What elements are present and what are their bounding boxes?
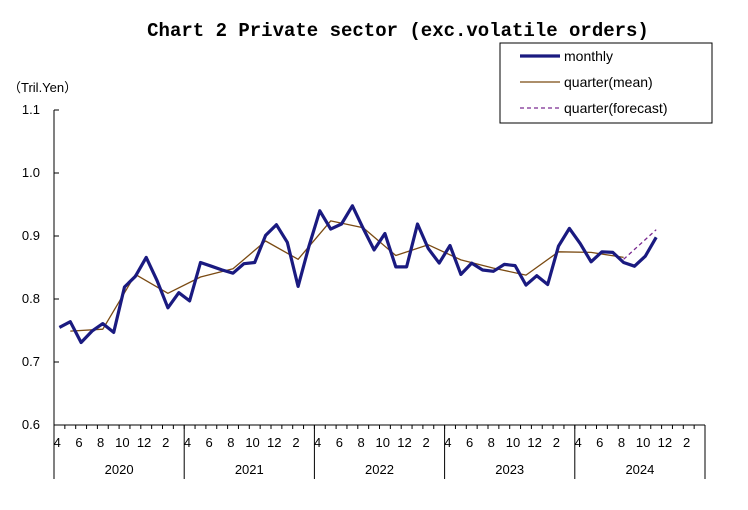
y-tick-label: 0.8 <box>22 291 40 306</box>
x-month-label: 10 <box>506 435 520 450</box>
x-month-label: 8 <box>357 435 364 450</box>
x-month-label: 12 <box>267 435 281 450</box>
x-axis-ticks: 4 6 8 10 12 2 4 6 8 10 12 2 4 6 8 10 12 2 4 6 8 10 12 2 4 6 8 10 12 2… <box>53 425 706 479</box>
legend-label-monthly: monthly <box>564 48 613 64</box>
x-month-label: 12 <box>137 435 151 450</box>
legend-label-quarter-mean: quarter(mean) <box>564 74 653 90</box>
legend: monthly quarter(mean) quarter(forecast) <box>499 42 713 124</box>
x-month-label: 4 <box>574 435 581 450</box>
x-month-label: 2 <box>553 435 560 450</box>
y-tick-label: 0.7 <box>22 354 40 369</box>
x-month-label: 10 <box>115 435 129 450</box>
x-year-label: 2020 <box>105 462 134 477</box>
series-line-monthly <box>58 204 658 345</box>
y-axis-ticks: 0.6 0.7 0.8 0.9 1.0 1.1 <box>22 102 59 432</box>
x-month-label: 4 <box>54 435 61 450</box>
x-month-label: 12 <box>527 435 541 450</box>
x-month-label: 6 <box>75 435 82 450</box>
x-month-label: 4 <box>314 435 321 450</box>
series-layer <box>58 204 658 345</box>
legend-label-quarter-forecast: quarter(forecast) <box>564 100 667 116</box>
x-month-label: 8 <box>618 435 625 450</box>
x-month-label: 6 <box>336 435 343 450</box>
y-tick-label: 0.9 <box>22 228 40 243</box>
x-month-label: 12 <box>658 435 672 450</box>
series-line-quarter-forecast <box>623 229 657 260</box>
x-year-label: 2021 <box>235 462 264 477</box>
x-month-label: 8 <box>227 435 234 450</box>
x-month-label: 2 <box>162 435 169 450</box>
y-axis-unit-label: （Tril.Yen） <box>8 80 77 95</box>
x-month-label: 10 <box>376 435 390 450</box>
x-month-label: 10 <box>636 435 650 450</box>
x-month-label: 10 <box>245 435 259 450</box>
x-month-label: 4 <box>184 435 191 450</box>
x-year-label: 2024 <box>625 462 654 477</box>
x-year-label: 2022 <box>365 462 394 477</box>
x-month-label: 12 <box>397 435 411 450</box>
chart-title: Chart 2 Private sector (exc.volatile ord… <box>147 20 649 42</box>
x-month-label: 8 <box>488 435 495 450</box>
x-month-label: 2 <box>423 435 430 450</box>
y-tick-label: 0.6 <box>22 417 40 432</box>
x-month-label: 8 <box>97 435 104 450</box>
y-tick-label: 1.1 <box>22 102 40 117</box>
x-month-label: 4 <box>444 435 451 450</box>
y-tick-label: 1.0 <box>22 165 40 180</box>
x-month-label: 2 <box>292 435 299 450</box>
x-month-label: 6 <box>596 435 603 450</box>
x-year-label: 2023 <box>495 462 524 477</box>
x-month-label: 6 <box>206 435 213 450</box>
x-month-label: 2 <box>683 435 690 450</box>
x-month-label: 6 <box>466 435 473 450</box>
